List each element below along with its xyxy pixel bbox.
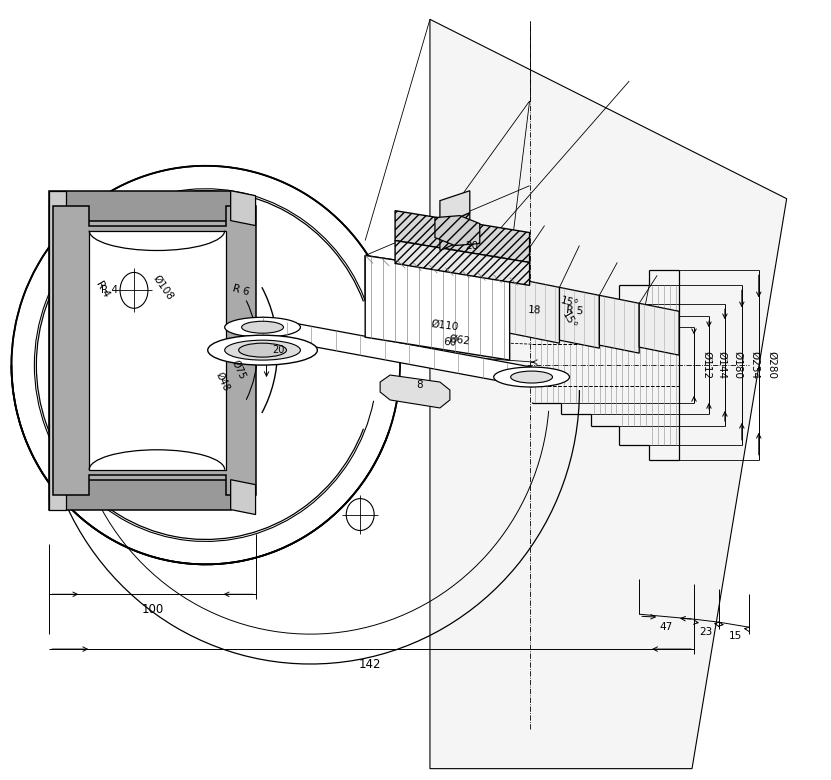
Text: R 5: R 5 bbox=[566, 304, 583, 316]
Ellipse shape bbox=[208, 335, 317, 365]
Ellipse shape bbox=[242, 321, 283, 333]
Polygon shape bbox=[66, 200, 231, 236]
Text: Ø280: Ø280 bbox=[767, 351, 777, 379]
Polygon shape bbox=[639, 303, 679, 355]
Text: Ø62: Ø62 bbox=[449, 334, 471, 346]
Text: Ø144: Ø144 bbox=[717, 351, 727, 379]
Polygon shape bbox=[440, 191, 470, 225]
Polygon shape bbox=[435, 215, 479, 246]
Polygon shape bbox=[509, 278, 559, 343]
Text: Ø108: Ø108 bbox=[150, 273, 175, 302]
Polygon shape bbox=[66, 465, 231, 500]
Text: Ø180: Ø180 bbox=[733, 351, 743, 379]
Polygon shape bbox=[440, 213, 470, 250]
Ellipse shape bbox=[511, 371, 553, 383]
Text: 15: 15 bbox=[730, 631, 742, 641]
Polygon shape bbox=[263, 317, 532, 387]
Ellipse shape bbox=[347, 498, 374, 530]
Ellipse shape bbox=[494, 367, 569, 387]
Polygon shape bbox=[599, 296, 639, 353]
Polygon shape bbox=[365, 256, 509, 360]
Polygon shape bbox=[395, 240, 529, 285]
Polygon shape bbox=[49, 191, 66, 509]
Polygon shape bbox=[231, 480, 256, 515]
Text: Ø75: Ø75 bbox=[230, 359, 248, 381]
Text: 20: 20 bbox=[273, 345, 285, 355]
Text: 20: 20 bbox=[465, 240, 479, 250]
Polygon shape bbox=[53, 206, 256, 495]
Text: 142: 142 bbox=[359, 658, 381, 671]
Text: 60: 60 bbox=[443, 337, 457, 348]
Text: 15°: 15° bbox=[559, 295, 580, 310]
Text: Ø48: Ø48 bbox=[214, 371, 231, 393]
Ellipse shape bbox=[238, 343, 287, 357]
Polygon shape bbox=[365, 256, 509, 322]
Polygon shape bbox=[89, 231, 226, 470]
Text: 47: 47 bbox=[660, 622, 673, 632]
Ellipse shape bbox=[224, 317, 301, 337]
Text: 15°: 15° bbox=[560, 310, 578, 331]
Text: 8: 8 bbox=[416, 380, 423, 390]
Text: R 6: R 6 bbox=[231, 283, 250, 297]
Text: 100: 100 bbox=[142, 603, 164, 615]
Text: 18: 18 bbox=[528, 305, 542, 316]
Polygon shape bbox=[49, 200, 81, 500]
Text: 23: 23 bbox=[700, 627, 713, 637]
Ellipse shape bbox=[120, 272, 148, 308]
Polygon shape bbox=[395, 211, 529, 262]
Text: Ø112: Ø112 bbox=[702, 351, 712, 379]
Polygon shape bbox=[559, 287, 599, 348]
Polygon shape bbox=[231, 191, 256, 225]
Polygon shape bbox=[430, 20, 787, 768]
Text: R 4: R 4 bbox=[101, 285, 118, 296]
Text: Ø234: Ø234 bbox=[750, 351, 760, 379]
Polygon shape bbox=[380, 375, 450, 408]
Ellipse shape bbox=[224, 340, 301, 360]
Text: Ø110: Ø110 bbox=[430, 318, 460, 332]
Text: R 4: R 4 bbox=[95, 278, 111, 298]
Polygon shape bbox=[49, 191, 231, 509]
